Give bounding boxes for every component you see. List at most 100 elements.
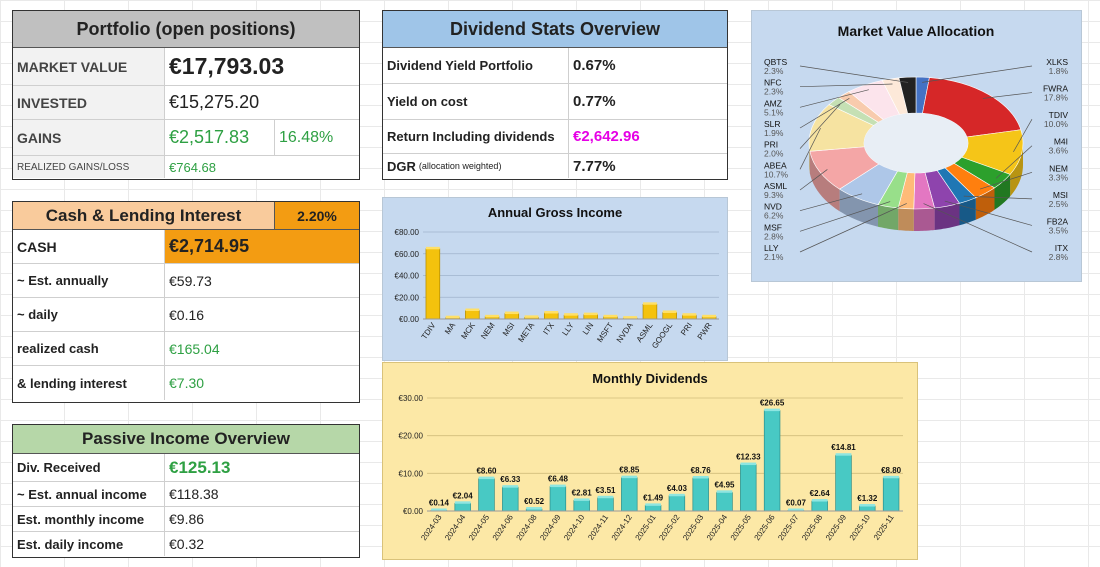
category-label: 2025-04: [705, 513, 730, 543]
bar: [573, 500, 590, 512]
y-tick-label: €30.00: [399, 394, 424, 403]
passive-annual-value: €118.38: [169, 486, 219, 502]
annual-gross-income-chart: Annual Gross Income €0.00 €20.00 €40.00 €60.…: [382, 197, 728, 361]
leader-line: [995, 145, 1033, 179]
data-label: €1.49: [643, 493, 664, 502]
bar-top: [504, 311, 519, 315]
lending-row: & lending interest €7.30: [13, 366, 359, 400]
bar: [549, 486, 567, 512]
passive-income-table: Passive Income Overview Div. Received €1…: [12, 424, 360, 558]
leader-line: [1013, 118, 1033, 153]
gains-pct: 16.48%: [279, 128, 334, 146]
dgr-note: (allocation weighted): [418, 161, 502, 171]
dividend-stats-title: Dividend Stats Overview: [383, 11, 727, 48]
category-label: PWR: [696, 321, 714, 342]
bar: [882, 477, 900, 512]
gains-label: GAINS: [13, 120, 165, 155]
bar-top: [526, 507, 542, 510]
bar-top: [564, 313, 578, 316]
passive-annual-label: ~ Est. annual income: [13, 482, 165, 506]
gains-row: GAINS €2,517.83 16.48%: [13, 120, 359, 156]
slice-name-label: LLY: [764, 243, 779, 253]
category-label: MSI: [501, 321, 517, 338]
slice-name-label: QBTS: [764, 57, 787, 67]
bar-top: [835, 453, 852, 456]
received-row: Div. Received €125.13: [13, 454, 359, 482]
received-label: Div. Received: [13, 454, 165, 481]
bar-top: [702, 314, 717, 318]
slice-pct-label: 2.0%: [764, 149, 784, 159]
realized-cash-label: realized cash: [13, 332, 165, 365]
passive-monthly-label: Est. monthly income: [13, 507, 165, 531]
leader-line: [799, 127, 821, 170]
category-label: 2024-05: [467, 513, 492, 543]
dgr-value: 7.77%: [573, 157, 616, 175]
bar: [811, 500, 828, 512]
slice-pct-label: 3.6%: [1049, 146, 1069, 156]
passive-daily-label: Est. daily income: [13, 532, 165, 556]
bar-top: [502, 485, 519, 488]
data-label: €2.64: [810, 489, 831, 498]
market-value: €17,793.03: [169, 53, 285, 79]
daily-row: ~ daily €0.16: [13, 298, 359, 332]
slice-pct-label: 1.8%: [1049, 66, 1069, 76]
slice-name-label: XLKS: [1046, 57, 1068, 67]
market-value-allocation-chart: Market Value Allocation XLKS 1.8% FWRA 17.8%…: [751, 10, 1082, 282]
cash-row: CASH €2,714.95: [13, 230, 359, 264]
y-tick-label: €10.00: [399, 469, 424, 478]
category-label: 2025-03: [681, 513, 706, 543]
leader-line: [799, 203, 907, 253]
invested-value: €15,275.20: [169, 92, 260, 112]
y-tick-label: €60.00: [395, 250, 420, 259]
slice-pct-label: 10.7%: [764, 169, 789, 179]
bar: [454, 502, 471, 512]
y-tick-label: €20.00: [395, 293, 420, 302]
leader-line: [799, 169, 828, 191]
bar-top: [692, 476, 709, 479]
data-label: €8.85: [619, 466, 640, 475]
slice-side: [839, 189, 878, 227]
slice-pct-label: 10.0%: [1044, 119, 1069, 129]
bar-top: [643, 302, 657, 305]
bar-top: [859, 504, 876, 507]
category-label: 2025-06: [753, 513, 778, 543]
bar-top: [883, 475, 899, 479]
bar-top: [669, 493, 685, 497]
bar: [425, 248, 441, 320]
category-label: 2024-04: [443, 513, 468, 543]
donut-hole: [864, 113, 968, 173]
slice-pct-label: 5.1%: [764, 107, 784, 117]
return-incl-label: Return Including dividends: [383, 120, 569, 153]
cash-value: €2,714.95: [165, 230, 359, 263]
bar-top: [425, 246, 440, 250]
bar-top: [544, 311, 559, 314]
bar: [504, 313, 520, 320]
slice-name-label: MSI: [1053, 190, 1068, 200]
data-label: €4.03: [667, 484, 688, 493]
data-label: €8.76: [691, 466, 712, 475]
category-label: NVDA: [615, 320, 636, 344]
dividend-stats-table: Dividend Stats Overview Dividend Yield P…: [382, 10, 728, 180]
category-label: PRI: [679, 321, 694, 337]
leader-line: [799, 65, 909, 83]
slice-pct-label: 9.3%: [764, 190, 784, 200]
bar-top: [573, 498, 590, 501]
slice-side: [994, 174, 1011, 210]
bar: [682, 314, 697, 320]
bar-top: [603, 314, 618, 318]
bar: [668, 495, 686, 512]
data-label: €6.33: [500, 475, 521, 484]
bar: [662, 312, 677, 320]
slice-name-label: PRI: [764, 140, 778, 150]
leader-line: [923, 203, 1033, 253]
yield-portfolio-row: Dividend Yield Portfolio 0.67%: [383, 48, 727, 84]
annual-gross-income-svg: Annual Gross Income €0.00 €20.00 €40.00 €60.…: [395, 205, 719, 351]
slice-side: [809, 151, 840, 212]
category-label: GOOGL: [650, 321, 675, 351]
slice-pct-label: 2.8%: [1049, 252, 1069, 262]
bar-top: [597, 495, 614, 499]
category-label: LIN: [581, 321, 596, 337]
slice-side: [934, 203, 960, 230]
yield-on-cost-value: 0.77%: [573, 93, 616, 110]
